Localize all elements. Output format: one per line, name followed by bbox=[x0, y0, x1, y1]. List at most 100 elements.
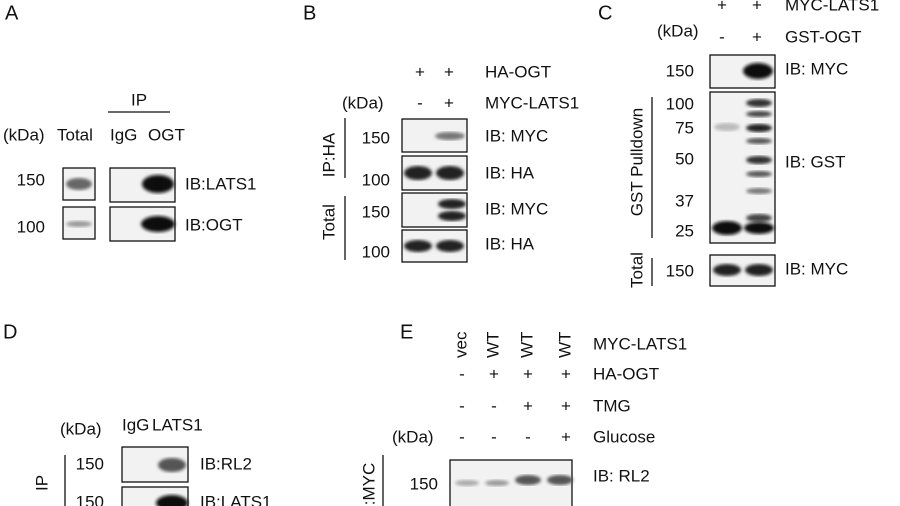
marker: 75 bbox=[675, 118, 694, 137]
lane-label: Total bbox=[57, 125, 93, 144]
condition-sign: - bbox=[491, 427, 497, 446]
group-label: IP bbox=[131, 90, 147, 109]
band bbox=[158, 458, 186, 472]
band bbox=[404, 240, 432, 252]
panel-letter: A bbox=[5, 2, 19, 24]
band bbox=[438, 211, 466, 221]
band bbox=[714, 123, 740, 131]
band bbox=[547, 475, 573, 485]
band bbox=[438, 199, 466, 209]
condition-name: MYC-LATS1 bbox=[593, 334, 687, 353]
band bbox=[436, 240, 464, 252]
condition-sign: + bbox=[489, 364, 499, 383]
blot-label: IB:LATS1 bbox=[200, 492, 272, 506]
band bbox=[404, 166, 432, 180]
blot-label: IB:RL2 bbox=[200, 454, 252, 473]
marker: 150 bbox=[410, 474, 438, 493]
marker: 100 bbox=[17, 217, 45, 236]
band bbox=[746, 124, 772, 132]
panel-letter: E bbox=[400, 321, 413, 343]
marker: 100 bbox=[362, 242, 390, 261]
band bbox=[435, 132, 465, 140]
lane-label: vec bbox=[451, 331, 470, 358]
marker: 150 bbox=[76, 492, 104, 506]
band bbox=[746, 138, 772, 144]
band bbox=[455, 480, 479, 486]
marker: 150 bbox=[76, 454, 104, 473]
condition-sign: - bbox=[719, 27, 725, 46]
band bbox=[746, 214, 772, 222]
band bbox=[744, 222, 774, 234]
band bbox=[485, 480, 509, 486]
marker: 100 bbox=[666, 94, 694, 113]
band bbox=[746, 171, 772, 177]
condition-name: MYC-LATS1 bbox=[485, 93, 579, 112]
blots bbox=[62, 54, 776, 506]
marker: 25 bbox=[675, 221, 694, 240]
condition-sign: - bbox=[459, 396, 465, 415]
condition-sign: + bbox=[444, 93, 454, 112]
condition-name: Glucose bbox=[593, 427, 655, 446]
kda-label: (kDa) bbox=[60, 419, 102, 438]
band bbox=[746, 99, 772, 107]
condition-sign: + bbox=[752, 27, 762, 46]
band bbox=[712, 221, 742, 235]
condition-sign: - bbox=[417, 93, 423, 112]
panel-letter: B bbox=[303, 2, 316, 24]
panel-letter: D bbox=[3, 321, 17, 343]
marker: 100 bbox=[362, 170, 390, 189]
blot bbox=[401, 192, 468, 228]
condition-sign: - bbox=[525, 427, 531, 446]
condition-name: GST-OGT bbox=[785, 27, 862, 46]
lane-label: LATS1 bbox=[152, 415, 203, 434]
band bbox=[515, 475, 541, 485]
condition-sign: + bbox=[523, 396, 533, 415]
marker: 150 bbox=[17, 170, 45, 189]
section-label: IP:HA bbox=[319, 132, 338, 177]
band bbox=[66, 221, 92, 227]
band bbox=[745, 264, 773, 276]
blot-label: IB: HA bbox=[485, 163, 535, 182]
condition-sign: + bbox=[561, 427, 571, 446]
condition-sign: + bbox=[415, 62, 425, 81]
condition-sign: + bbox=[561, 364, 571, 383]
blot-label: IB:OGT bbox=[185, 215, 243, 234]
condition-sign: + bbox=[752, 0, 762, 14]
band bbox=[142, 175, 174, 193]
condition-name: TMG bbox=[593, 396, 631, 415]
condition-sign: + bbox=[523, 364, 533, 383]
blot-label: IB: RL2 bbox=[593, 466, 650, 485]
lane-label: IgG bbox=[110, 125, 137, 144]
blot-label: IB: MYC bbox=[485, 199, 548, 218]
lane-label: WT bbox=[483, 332, 502, 358]
blot-label: IB: GST bbox=[785, 152, 845, 171]
condition-sign: + bbox=[717, 0, 727, 14]
section-label: Total bbox=[319, 204, 338, 240]
kda-label: (kDa) bbox=[657, 21, 699, 40]
band bbox=[436, 166, 464, 180]
condition-name: MYC-LATS1 bbox=[785, 0, 879, 14]
blot-label: IB: HA bbox=[485, 234, 535, 253]
band bbox=[66, 178, 92, 190]
condition-name: HA-OGT bbox=[593, 364, 659, 383]
band bbox=[746, 111, 772, 117]
section-label: IP bbox=[32, 475, 51, 491]
band bbox=[156, 495, 188, 506]
marker: 150 bbox=[666, 61, 694, 80]
band bbox=[746, 188, 772, 194]
section-label: GST Pulldown bbox=[627, 108, 646, 216]
blot-label: IB: MYC bbox=[785, 259, 848, 278]
marker: 150 bbox=[362, 202, 390, 221]
condition-sign: + bbox=[444, 62, 454, 81]
condition-sign: - bbox=[491, 396, 497, 415]
band bbox=[743, 63, 773, 79]
kda-label: (kDa) bbox=[3, 125, 45, 144]
kda-label: (kDa) bbox=[392, 427, 434, 446]
blot-label: IB: MYC bbox=[485, 126, 548, 145]
marker: 150 bbox=[362, 128, 390, 147]
condition-name: HA-OGT bbox=[485, 62, 551, 81]
band bbox=[746, 156, 772, 164]
lane-label: WT bbox=[555, 332, 574, 358]
condition-sign: - bbox=[459, 364, 465, 383]
